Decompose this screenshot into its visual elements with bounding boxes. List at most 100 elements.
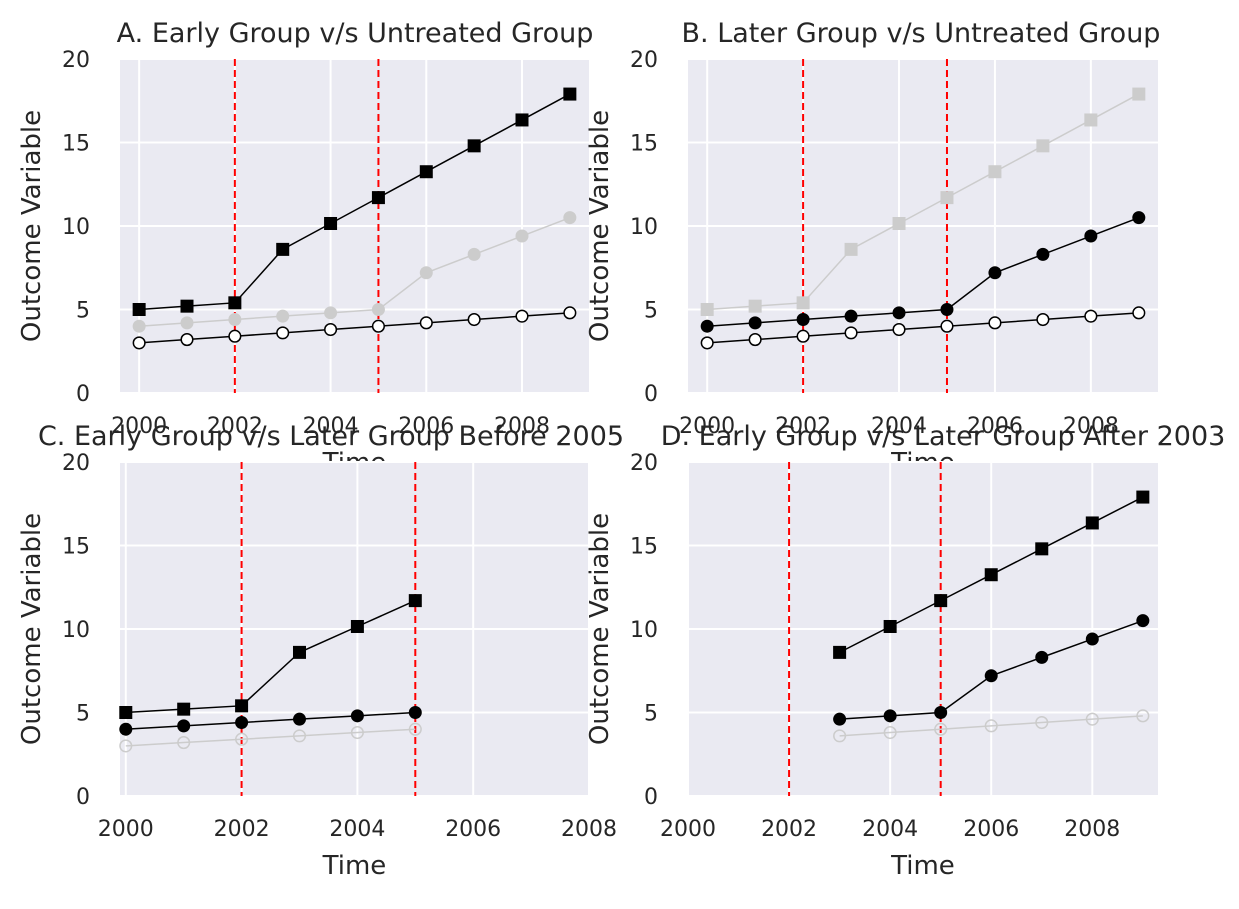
data-point-open-circle [371,319,385,333]
data-point-square [883,619,897,633]
data-point-open-circle [1132,306,1146,320]
x-tick-label: 2004 [871,414,927,439]
data-point-circle [1136,614,1150,628]
chart-panel-b: 0510152020002002200420062008TimeOutcome … [585,18,1160,478]
data-point-open-circle [892,322,906,337]
y-tick-label: 5 [644,299,658,324]
series-circle-filled-active [833,614,1150,726]
x-tick-label: 2000 [98,817,154,842]
data-point-open-circle [748,333,762,347]
series-line [125,599,416,714]
data-point-open-circle [180,333,194,347]
data-point-circle [235,716,249,730]
data-point-circle [563,211,577,225]
data-point-square [119,706,133,719]
data-point-square [180,299,194,313]
data-point-square [467,139,481,153]
series-square-active [119,594,422,719]
y-axis-label: Outcome Variable [17,110,47,342]
series-line [139,93,571,311]
data-point-circle [180,316,194,330]
data-point-square [132,303,146,316]
data-point-circle [1084,229,1098,243]
series-line [707,93,1140,311]
y-tick-label: 0 [76,382,90,407]
data-point-circle [700,319,714,333]
data-point-square [1136,490,1150,504]
series-line [125,711,416,730]
chart-title: C. Early Group v/s Later Group Before 20… [38,421,624,452]
chart-title: A. Early Group v/s Untreated Group [117,18,594,49]
data-point-square [408,594,422,608]
data-point-open-circle [1136,709,1150,723]
y-tick-label: 10 [630,215,658,240]
y-tick-label: 0 [644,382,658,407]
series-square-active [132,87,577,316]
data-point-circle [515,229,529,243]
y-tick-label: 20 [630,451,658,476]
series-line [707,216,1140,327]
y-tick-label: 0 [644,785,658,810]
y-tick-label: 15 [62,132,90,157]
x-tick-label: 2008 [1064,817,1120,842]
data-point-square [419,165,433,179]
data-point-open-circle [350,725,364,740]
series-circle-filled-faded [132,211,577,333]
data-point-square [844,242,858,256]
data-point-circle [1036,247,1050,261]
series-circle-open-active [700,306,1146,350]
data-point-square [276,242,290,256]
data-point-square [984,568,998,582]
data-point-square [177,702,191,716]
chart-title: D. Early Group v/s Later Group After 200… [661,421,1226,452]
data-point-open-circle [132,336,146,350]
series-square-faded [700,87,1146,316]
x-tick-label: 2008 [561,817,617,842]
data-point-circle [132,319,146,333]
x-tick-label: 2004 [303,414,359,439]
y-tick-label: 10 [62,215,90,240]
chart-title: B. Later Group v/s Untreated Group [682,18,1161,49]
y-axis-label: Outcome Variable [585,513,615,745]
x-tick-label: 2006 [398,414,454,439]
x-tick-label: 2000 [111,414,167,439]
chart-panel-a: 0510152020002002200420062008TimeOutcome … [17,18,593,478]
data-point-square [228,296,242,310]
data-point-open-circle [984,719,998,733]
data-point-open-circle [419,316,433,330]
data-point-open-circle [563,306,577,320]
y-tick-label: 5 [76,702,90,727]
x-axis-label: Time [322,851,387,881]
data-point-square [934,594,948,608]
y-tick-label: 20 [62,451,90,476]
data-point-open-circle [1036,312,1050,327]
data-point-circle [276,309,290,323]
data-point-circle [844,309,858,323]
data-point-square [988,165,1002,179]
data-point-open-circle [324,322,338,337]
data-point-circle [350,709,364,723]
series-line [125,728,416,747]
data-point-circle [940,303,954,316]
series-line [707,312,1139,344]
data-point-circle [833,712,847,726]
data-point-circle [292,712,306,726]
data-point-open-circle [408,722,422,736]
chart-panel-c: 0 5 10 15 20 2000 2002 2004 2006 2008 Time Outcome … [17,421,624,881]
data-point-circle [324,306,338,320]
series-circle-filled-active [119,706,422,736]
data-point-square [748,299,762,313]
x-tick-label: 2002 [214,817,270,842]
data-point-circle [796,313,810,327]
y-axis-label: Outcome Variable [17,513,47,745]
data-point-circle [371,303,385,316]
data-point-circle [984,669,998,683]
y-tick-label: 5 [644,702,658,727]
data-point-open-circle [940,319,954,333]
x-tick-label: 2002 [775,414,831,439]
series-circle-open-active [132,306,577,350]
y-tick-label: 20 [62,48,90,73]
y-tick-label: 10 [630,618,658,643]
data-point-square [292,645,306,659]
